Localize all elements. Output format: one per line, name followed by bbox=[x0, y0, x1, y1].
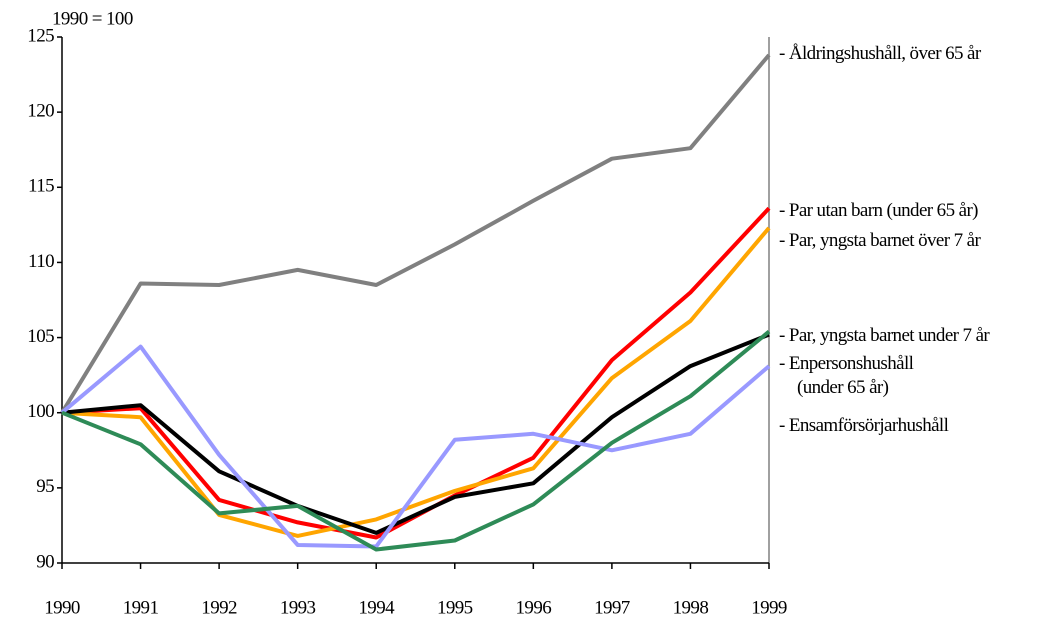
series-line bbox=[61, 330, 771, 552]
x-tick-label: 1996 bbox=[516, 597, 552, 618]
legend-label: - Par utan barn (under 65 år) bbox=[779, 200, 978, 221]
y-tick-label: 120 bbox=[27, 101, 54, 122]
legend-label: - Par, yngsta barnet över 7 år bbox=[779, 230, 982, 251]
y-tick-label: 125 bbox=[27, 25, 54, 46]
x-tick-label: 1993 bbox=[280, 597, 316, 618]
y-tick-label: 95 bbox=[36, 476, 54, 497]
y-tick-label: 90 bbox=[36, 551, 54, 572]
x-tick-label: 1990 bbox=[44, 597, 80, 618]
legend-label: - Åldringshushåll, över 65 år bbox=[779, 43, 982, 64]
series-line bbox=[61, 206, 771, 540]
y-tick-label: 115 bbox=[28, 176, 54, 197]
series-line bbox=[61, 226, 771, 538]
legend-label: - Enpersonshushåll (under 65 år) bbox=[779, 353, 914, 398]
y-tick-label: 110 bbox=[28, 251, 54, 272]
series-line bbox=[61, 332, 770, 535]
x-tick-label: 1995 bbox=[437, 597, 473, 618]
chart-subtitle: 1990 = 100 bbox=[52, 8, 133, 29]
y-tick-label: 105 bbox=[27, 326, 54, 347]
x-tick-label: 1998 bbox=[673, 597, 709, 618]
x-tick-label: 1997 bbox=[594, 597, 630, 618]
legend-label: - Par, yngsta barnet under 7 år bbox=[779, 325, 990, 346]
x-tick-label: 1994 bbox=[358, 597, 395, 618]
x-tick-label: 1999 bbox=[751, 597, 787, 618]
series-line bbox=[60, 344, 771, 549]
y-tick-label: 100 bbox=[27, 401, 54, 422]
series-line bbox=[60, 53, 771, 414]
legend-label: - Ensamförsörjarhushåll bbox=[779, 415, 949, 436]
x-tick-label: 1991 bbox=[123, 597, 159, 618]
x-tick-label: 1992 bbox=[201, 597, 237, 618]
